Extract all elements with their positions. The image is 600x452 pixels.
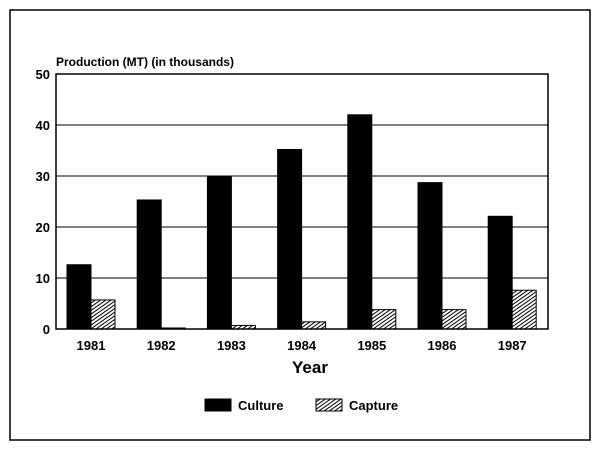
legend-label-culture: Culture	[238, 398, 284, 413]
x-tick-label: 1981	[77, 338, 106, 353]
bar-capture-1985	[371, 309, 397, 330]
y-tick-label: 40	[36, 118, 50, 133]
legend-swatch-culture	[204, 398, 232, 412]
bar-capture-1984	[301, 321, 327, 330]
y-tick-label: 30	[36, 169, 50, 184]
y-tick-label: 20	[36, 220, 50, 235]
bar-culture-1986	[417, 182, 443, 330]
bar-capture-1987	[511, 289, 537, 330]
plot-frame	[55, 73, 549, 330]
legend-swatch-capture	[315, 398, 343, 412]
x-tick-label: 1987	[498, 338, 527, 353]
y-tick-label: 10	[36, 271, 50, 286]
x-tick-label: 1983	[217, 338, 246, 353]
bar-capture-1981	[90, 299, 116, 330]
x-tick-label: 1985	[357, 338, 386, 353]
bar-culture-1981	[66, 264, 92, 330]
x-tick-label: 1984	[287, 338, 317, 353]
bar-culture-1982	[136, 199, 162, 330]
legend-label-capture: Capture	[349, 398, 398, 413]
y-tick-label: 0	[43, 322, 50, 337]
bar-culture-1985	[347, 114, 373, 330]
y-tick-label: 50	[36, 67, 50, 82]
bar-capture-1986	[441, 309, 467, 330]
x-tick-label: 1982	[147, 338, 176, 353]
bar-culture-1987	[487, 215, 513, 330]
outer-frame	[9, 9, 591, 441]
x-tick-label: 1986	[428, 338, 457, 353]
bar-culture-1983	[206, 175, 232, 330]
bar-culture-1984	[277, 148, 303, 330]
y-axis-label: Production (MT) (in thousands)	[56, 55, 234, 69]
x-axis-label: Year	[292, 358, 328, 377]
